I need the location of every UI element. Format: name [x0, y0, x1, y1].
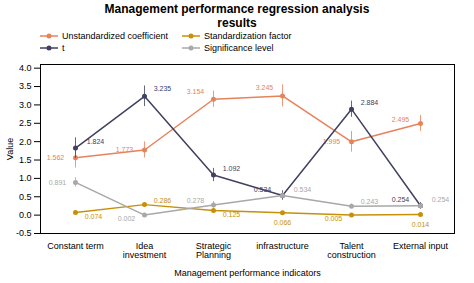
svg-text:2.495: 2.495	[392, 116, 410, 123]
svg-text:Value: Value	[5, 138, 15, 160]
svg-text:1.5: 1.5	[19, 155, 32, 165]
svg-text:0.243: 0.243	[361, 198, 379, 205]
svg-text:0.534: 0.534	[254, 186, 272, 193]
svg-text:Ideainvestment: Ideainvestment	[123, 241, 167, 260]
svg-text:0.286: 0.286	[154, 197, 172, 204]
svg-text:0.014: 0.014	[412, 221, 430, 228]
svg-text:0.074: 0.074	[85, 213, 103, 220]
svg-text:1.0: 1.0	[19, 173, 32, 183]
svg-text:Constant term: Constant term	[47, 241, 104, 251]
svg-text:Management performance indicat: Management performance indicators	[174, 268, 321, 278]
svg-text:External input: External input	[393, 241, 449, 251]
svg-text:0.066: 0.066	[274, 219, 292, 226]
svg-text:1.562: 1.562	[47, 154, 65, 161]
svg-text:3.245: 3.245	[256, 84, 274, 91]
svg-text:0.534: 0.534	[294, 186, 312, 193]
svg-text:0.278: 0.278	[187, 197, 205, 204]
svg-text:1.773: 1.773	[116, 146, 134, 153]
svg-text:0.254: 0.254	[392, 196, 410, 203]
svg-text:3.154: 3.154	[187, 87, 205, 94]
svg-text:StrategicPlanning: StrategicPlanning	[196, 241, 232, 260]
svg-text:4.0: 4.0	[19, 63, 32, 73]
svg-text:1.824: 1.824	[87, 138, 105, 145]
svg-text:2.0: 2.0	[19, 137, 32, 147]
svg-text:2.5: 2.5	[19, 118, 32, 128]
html-text:Significance level: Significance level	[203, 43, 274, 53]
html-text:t: t	[62, 43, 65, 53]
html-text:Unstandardized coefficient: Unstandardized coefficient	[62, 31, 168, 41]
svg-text:2.884: 2.884	[361, 99, 379, 106]
svg-text:1.995: 1.995	[322, 138, 341, 146]
svg-text:0.002: 0.002	[118, 215, 136, 222]
svg-text:0.005: 0.005	[325, 215, 343, 222]
svg-text:0.125: 0.125	[223, 211, 241, 218]
html-text:Standardization factor: Standardization factor	[203, 31, 292, 41]
svg-text:0.254: 0.254	[432, 196, 450, 203]
svg-text:infrastructure: infrastructure	[256, 241, 309, 251]
svg-text:0.5: 0.5	[19, 192, 32, 202]
svg-text:3.5: 3.5	[19, 81, 32, 91]
html-text:Management performance regress: Management performance regression analys…	[104, 2, 370, 30]
svg-text:3.235: 3.235	[154, 85, 172, 92]
svg-text:Talentconstruction: Talentconstruction	[327, 241, 376, 260]
svg-text:3.0: 3.0	[19, 100, 32, 110]
svg-text:0.0: 0.0	[19, 210, 32, 220]
svg-text:1.092: 1.092	[223, 165, 241, 172]
svg-text:-0.5: -0.5	[16, 228, 32, 238]
svg-text:0.891: 0.891	[49, 179, 67, 186]
